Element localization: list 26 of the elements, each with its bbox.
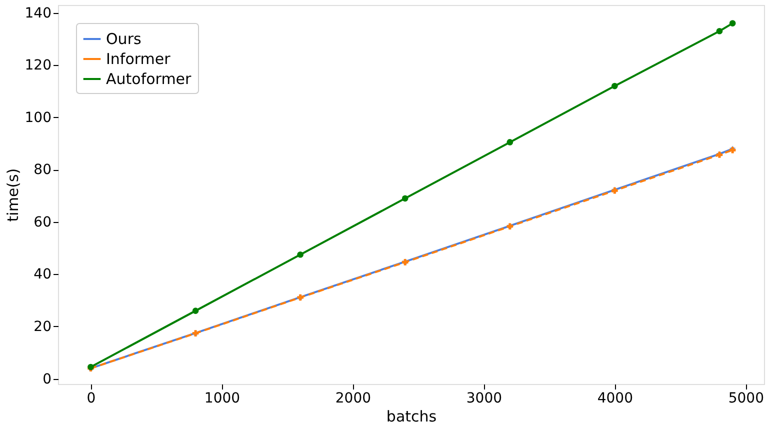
- point: [612, 82, 618, 90]
- x-tick-label: 0: [86, 390, 96, 406]
- y-tick-label: 0: [42, 371, 52, 388]
- y-tick-label: 80: [34, 162, 52, 178]
- point: [716, 28, 723, 34]
- legend-label: Informer: [106, 50, 172, 68]
- x-tick-label: 1000: [204, 390, 240, 406]
- x-axis-title: batchs: [386, 408, 437, 426]
- legend-label: Autoformer: [106, 70, 192, 88]
- point: [192, 308, 199, 314]
- y-tick-label: 40: [34, 266, 52, 283]
- point: [729, 20, 736, 26]
- y-tick-label: 20: [34, 318, 52, 335]
- y-tick-label: 120: [24, 58, 52, 74]
- y-tick-label: 60: [34, 214, 52, 230]
- y-tick-label: 100: [24, 110, 52, 126]
- x-tick-label: 3000: [466, 390, 502, 406]
- point: [506, 139, 514, 146]
- legend-label: Ours: [106, 30, 142, 48]
- y-tick-label: 140: [24, 5, 52, 22]
- x-tick-label: 2000: [335, 390, 372, 406]
- y-axis-title: time(s): [4, 168, 22, 222]
- point: [402, 195, 408, 202]
- point: [297, 251, 304, 258]
- x-tick-label: 5000: [728, 390, 764, 406]
- x-tick-label: 4000: [597, 390, 633, 406]
